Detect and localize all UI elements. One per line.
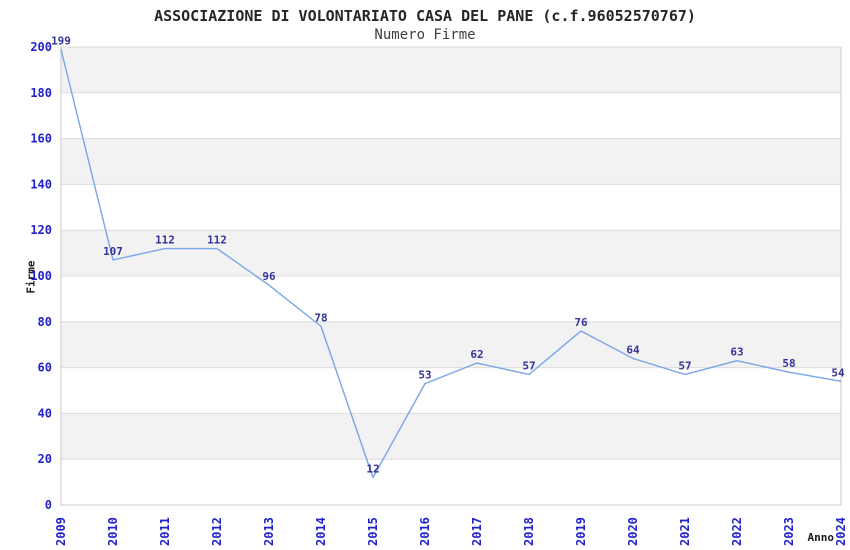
data-line <box>60 48 842 479</box>
y-tick-label: 60 <box>38 361 52 375</box>
chart-title: ASSOCIAZIONE DI VOLONTARIATO CASA DEL PA… <box>154 7 696 25</box>
data-point-label: 12 <box>366 463 379 476</box>
data-point-label: 199 <box>51 34 71 47</box>
plot-band <box>61 92 841 139</box>
data-point-label: 57 <box>522 359 535 372</box>
x-axis-title: Anno <box>807 531 835 544</box>
y-tick-label: 40 <box>38 406 52 420</box>
y-tick-label: 120 <box>30 223 52 237</box>
data-point-label: 112 <box>155 234 175 247</box>
data-point-label: 107 <box>103 245 123 258</box>
data-point-label: 78 <box>314 311 327 324</box>
y-tick-label: 200 <box>30 40 52 54</box>
data-point-label: 57 <box>678 359 691 372</box>
x-tick-label: 2010 <box>106 517 120 546</box>
plot-band <box>61 276 841 322</box>
data-point-label: 63 <box>730 346 743 359</box>
x-tick-label: 2017 <box>470 517 484 546</box>
x-tick-label: 2021 <box>678 517 692 546</box>
data-point-label: 53 <box>418 369 431 382</box>
x-tick-label: 2022 <box>730 517 744 546</box>
plot-band <box>61 367 841 414</box>
plot-band <box>61 413 841 460</box>
data-point-label: 54 <box>831 366 845 379</box>
y-tick-label: 180 <box>30 86 52 100</box>
data-point-label: 62 <box>470 348 483 361</box>
x-tick-label: 2020 <box>626 517 640 546</box>
plot-band <box>61 230 841 276</box>
y-tick-label: 100 <box>30 269 52 283</box>
y-tick-label: 80 <box>38 315 52 329</box>
data-point-label: 58 <box>782 357 795 370</box>
x-tick-label: 2009 <box>54 517 68 546</box>
data-point-label: 96 <box>262 270 276 283</box>
plot-band <box>61 184 841 231</box>
plot-band <box>61 459 841 505</box>
chart-subtitle: Numero Firme <box>374 27 476 43</box>
plot-band <box>61 138 841 185</box>
x-tick-label: 2013 <box>262 517 276 546</box>
x-tick-label: 2018 <box>522 517 536 546</box>
data-point-label: 76 <box>574 316 588 329</box>
x-tick-label: 2024 <box>834 517 848 546</box>
y-tick-label: 20 <box>38 452 52 466</box>
plot-band <box>61 321 841 368</box>
x-tick-label: 2011 <box>158 517 172 546</box>
x-tick-label: 2014 <box>314 517 328 546</box>
y-tick-label: 160 <box>30 132 52 146</box>
y-tick-label: 0 <box>45 498 52 512</box>
x-tick-label: 2012 <box>210 517 224 546</box>
x-tick-label: 2019 <box>574 517 588 546</box>
y-tick-label: 140 <box>30 177 52 191</box>
x-tick-label: 2023 <box>782 517 796 546</box>
data-point-label: 112 <box>207 234 227 247</box>
x-tick-label: 2016 <box>418 517 432 546</box>
plot-band <box>61 47 841 93</box>
data-point-label: 64 <box>626 343 640 356</box>
x-tick-label: 2015 <box>366 517 380 546</box>
